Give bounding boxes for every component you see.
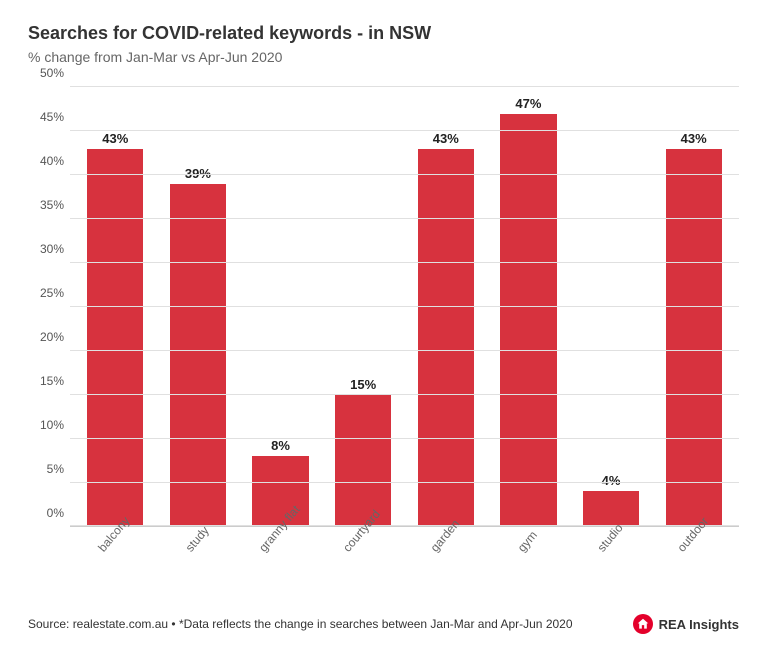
- y-tick-label: 35%: [40, 198, 64, 212]
- gridline: [70, 350, 739, 351]
- x-axis-labels: balcony study granny flatcourtyardgarden gy…: [70, 527, 739, 597]
- x-label-slot: studio: [570, 527, 653, 597]
- bar-slot: 8%: [239, 87, 322, 526]
- y-tick-label: 20%: [40, 330, 64, 344]
- chart-subtitle: % change from Jan-Mar vs Apr-Jun 2020: [28, 49, 739, 65]
- gridline: [70, 482, 739, 483]
- gridline: [70, 306, 739, 307]
- bar: [583, 491, 639, 526]
- bar-value-label: 43%: [681, 131, 707, 146]
- bar: [666, 149, 722, 527]
- x-label-slot: granny flat: [239, 527, 322, 597]
- y-tick-label: 0%: [47, 506, 64, 520]
- bar-slot: 43%: [405, 87, 488, 526]
- y-tick-label: 45%: [40, 110, 64, 124]
- y-tick-label: 50%: [40, 66, 64, 80]
- house-icon: [636, 617, 650, 631]
- bars-container: 43% 39% 8% 15% 43% 47% 4% 43%: [70, 87, 739, 526]
- x-label-slot: balcony: [74, 527, 157, 597]
- bar-value-label: 43%: [102, 131, 128, 146]
- y-tick-label: 5%: [47, 462, 64, 476]
- bar-value-label: 47%: [515, 96, 541, 111]
- chart-area: 0%5%10%15%20%25%30%35%40%45%50% 43%39%8%…: [28, 87, 739, 527]
- brand-badge: REA Insights: [633, 614, 739, 634]
- x-tick-label: gym: [515, 529, 540, 555]
- y-tick-label: 40%: [40, 154, 64, 168]
- y-tick-label: 15%: [40, 374, 64, 388]
- y-tick-label: 25%: [40, 286, 64, 300]
- source-text: Source: realestate.com.au • *Data reflec…: [28, 616, 573, 632]
- chart-footer: Source: realestate.com.au • *Data reflec…: [28, 614, 739, 634]
- bar-value-label: 15%: [350, 377, 376, 392]
- x-label-slot: outdoor: [652, 527, 735, 597]
- x-label-slot: courtyard: [322, 527, 405, 597]
- bar: [500, 114, 556, 527]
- bar-slot: 15%: [322, 87, 405, 526]
- bar-slot: 47%: [487, 87, 570, 526]
- gridline: [70, 130, 739, 131]
- gridline: [70, 438, 739, 439]
- bar: [170, 184, 226, 526]
- x-label-slot: garden: [405, 527, 488, 597]
- bar-slot: 39%: [157, 87, 240, 526]
- bar-value-label: 8%: [271, 438, 290, 453]
- gridline: [70, 174, 739, 175]
- x-tick-label: study: [183, 524, 212, 555]
- x-label-slot: study: [157, 527, 240, 597]
- y-tick-label: 30%: [40, 242, 64, 256]
- chart-title: Searches for COVID-related keywords - in…: [28, 22, 739, 45]
- y-tick-label: 10%: [40, 418, 64, 432]
- bar: [418, 149, 474, 527]
- gridline: [70, 262, 739, 263]
- gridline: [70, 394, 739, 395]
- bar-value-label: 43%: [433, 131, 459, 146]
- gridline: [70, 218, 739, 219]
- plot-area: 43% 39% 8% 15% 43% 47% 4% 43%: [70, 87, 739, 527]
- bar: [87, 149, 143, 527]
- brand-name: REA Insights: [659, 617, 739, 632]
- bar: [335, 395, 391, 527]
- bar-slot: 4%: [570, 87, 653, 526]
- gridline: [70, 86, 739, 87]
- gridline: [70, 525, 739, 526]
- x-label-slot: gym: [487, 527, 570, 597]
- bar-slot: 43%: [74, 87, 157, 526]
- y-axis: 0%5%10%15%20%25%30%35%40%45%50%: [28, 87, 70, 527]
- bar-slot: 43%: [652, 87, 735, 526]
- brand-house-icon: [633, 614, 653, 634]
